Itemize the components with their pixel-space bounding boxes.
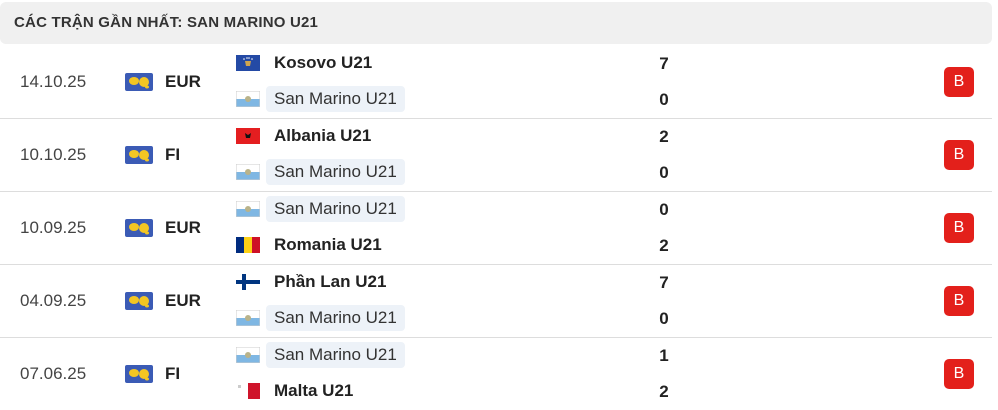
result-badge: B (944, 67, 974, 97)
match-date: 14.10.25 (20, 72, 87, 91)
match-row[interactable]: 10.10.25 FI Albania U21 2 San Marino U21… (0, 118, 992, 192)
team-flag (236, 274, 260, 290)
away-score: 0 (659, 309, 669, 328)
away-team: San Marino U21 (266, 305, 405, 331)
team-flag (236, 55, 260, 71)
result-badge: B (944, 359, 974, 389)
match-row[interactable]: 04.09.25 EUR Phần Lan U21 7 San Marino U… (0, 264, 992, 338)
team-flag (236, 237, 260, 253)
away-score: 2 (659, 236, 669, 255)
away-team: Malta U21 (274, 381, 354, 400)
away-team: San Marino U21 (266, 159, 405, 185)
competition: EUR (165, 218, 201, 237)
team-flag (236, 310, 260, 326)
team-flag (236, 347, 260, 363)
result-badge: B (944, 140, 974, 170)
match-date: 10.10.25 (20, 145, 87, 164)
match-row[interactable]: 10.09.25 EUR San Marino U21 0 Romania U2… (0, 191, 992, 265)
result-badge: B (944, 213, 974, 243)
competition-icon (125, 73, 153, 91)
competition: EUR (165, 72, 201, 91)
home-score: 0 (659, 200, 669, 219)
competition-icon (125, 292, 153, 310)
away-score: 0 (659, 90, 669, 109)
competition-icon (125, 146, 153, 164)
competition-icon (125, 365, 153, 383)
match-date: 07.06.25 (20, 364, 87, 383)
home-score: 7 (659, 54, 669, 73)
result-badge: B (944, 286, 974, 316)
team-flag (236, 91, 260, 107)
team-flag (236, 383, 260, 399)
match-row[interactable]: 07.06.25 FI San Marino U21 1 Malta U21 2… (0, 337, 992, 410)
away-team: San Marino U21 (266, 86, 405, 112)
home-score: 1 (659, 346, 669, 365)
competition: FI (165, 145, 181, 164)
home-team: Kosovo U21 (274, 53, 373, 72)
team-flag (236, 201, 260, 217)
home-team: Phần Lan U21 (274, 272, 387, 291)
competition: FI (165, 364, 181, 383)
home-team: Albania U21 (274, 126, 372, 145)
competition-icon (125, 219, 153, 237)
home-score: 2 (659, 127, 669, 146)
away-team: Romania U21 (274, 235, 382, 254)
match-date: 04.09.25 (20, 291, 87, 310)
match-date: 10.09.25 (20, 218, 87, 237)
team-flag (236, 164, 260, 180)
home-team: San Marino U21 (266, 342, 405, 368)
home-score: 7 (659, 273, 669, 292)
away-score: 2 (659, 382, 669, 401)
header: CÁC TRẬN GẦN NHẤT: SAN MARINO U21 (0, 2, 992, 44)
match-row[interactable]: 14.10.25 EUR Kosovo U21 7 San Marino U21… (0, 45, 992, 119)
home-team: San Marino U21 (266, 196, 405, 222)
competition: EUR (165, 291, 201, 310)
team-flag (236, 128, 260, 144)
header-title: CÁC TRẬN GẦN NHẤT: SAN MARINO U21 (14, 14, 319, 31)
away-score: 0 (659, 163, 669, 182)
